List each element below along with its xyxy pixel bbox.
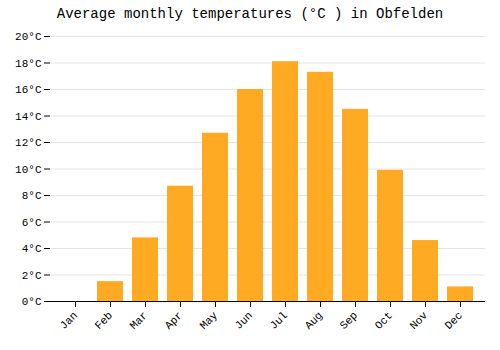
svg-text:2°C: 2°C xyxy=(22,270,42,282)
svg-text:Aug: Aug xyxy=(303,309,325,331)
svg-text:Nov: Nov xyxy=(408,309,431,332)
svg-text:16°C: 16°C xyxy=(15,84,42,96)
svg-text:18°C: 18°C xyxy=(15,58,42,70)
svg-text:4°C: 4°C xyxy=(22,243,42,255)
svg-text:Jul: Jul xyxy=(268,309,290,331)
svg-text:Feb: Feb xyxy=(93,309,115,331)
svg-text:Dec: Dec xyxy=(443,309,465,331)
svg-text:12°C: 12°C xyxy=(15,137,42,149)
svg-text:Jun: Jun xyxy=(233,309,255,331)
svg-text:Mar: Mar xyxy=(128,309,150,331)
svg-text:Apr: Apr xyxy=(163,309,185,331)
svg-text:14°C: 14°C xyxy=(15,111,42,123)
svg-text:20°C: 20°C xyxy=(15,31,42,43)
svg-text:Oct: Oct xyxy=(373,309,395,331)
svg-text:6°C: 6°C xyxy=(22,217,42,229)
html-text:Average monthly temperatures (: Average monthly temperatures (°C ) in Ob… xyxy=(56,6,444,22)
svg-text:May: May xyxy=(198,309,221,332)
svg-text:Jan: Jan xyxy=(58,309,80,331)
svg-text:Sep: Sep xyxy=(338,309,360,331)
svg-text:8°C: 8°C xyxy=(22,190,42,202)
svg-text:10°C: 10°C xyxy=(15,164,42,176)
svg-text:0°C: 0°C xyxy=(22,296,42,308)
